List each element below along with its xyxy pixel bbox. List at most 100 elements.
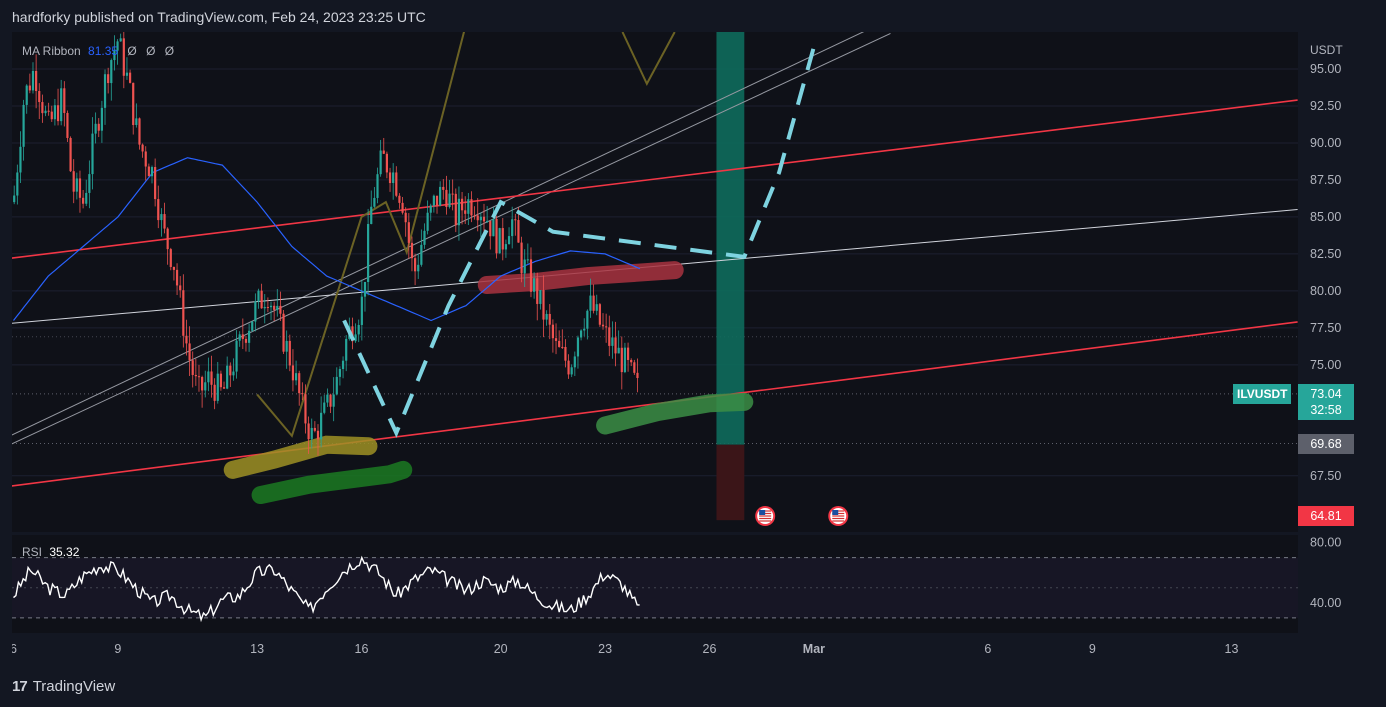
candle-body[interactable] — [88, 174, 91, 193]
candle-body[interactable] — [41, 102, 44, 114]
candle-body[interactable] — [542, 290, 545, 320]
candle-body[interactable] — [589, 295, 592, 311]
candle-body[interactable] — [545, 313, 548, 320]
candle-body[interactable] — [257, 290, 260, 302]
candle-body[interactable] — [442, 186, 445, 190]
red-channel-upper[interactable] — [9, 99, 1298, 260]
candle-body[interactable] — [489, 221, 492, 237]
candle-body[interactable] — [551, 324, 554, 339]
candle-body[interactable] — [623, 347, 627, 373]
candle-body[interactable] — [219, 373, 223, 388]
candle-body[interactable] — [116, 41, 119, 51]
candle-body[interactable] — [229, 365, 232, 376]
candle-body[interactable] — [388, 172, 392, 184]
candle-body[interactable] — [464, 210, 467, 214]
candle-body[interactable] — [204, 382, 207, 391]
candle-body[interactable] — [254, 301, 257, 322]
candle-body[interactable] — [520, 242, 523, 274]
candle-body[interactable] — [232, 371, 235, 376]
candle-body[interactable] — [82, 197, 85, 204]
candle-body[interactable] — [482, 216, 486, 222]
candle-body[interactable] — [376, 174, 379, 198]
candle-body[interactable] — [282, 313, 285, 352]
candle-body[interactable] — [595, 304, 598, 311]
candle-body[interactable] — [567, 360, 570, 375]
candle-body[interactable] — [636, 372, 639, 379]
candle-body[interactable] — [288, 340, 291, 366]
candle-body[interactable] — [188, 343, 191, 361]
candle-body[interactable] — [175, 269, 179, 286]
candle-body[interactable] — [432, 195, 435, 206]
candle-body[interactable] — [238, 334, 241, 341]
us-flag-event-icon[interactable] — [828, 506, 849, 526]
ma-ribbon-line[interactable] — [13, 157, 641, 322]
candle-body[interactable] — [241, 334, 244, 339]
candle-body[interactable] — [413, 258, 417, 272]
tradingview-footer[interactable]: 17 TradingView — [12, 678, 115, 695]
target-box-red[interactable] — [716, 444, 745, 521]
candle-body[interactable] — [279, 305, 282, 314]
candle-body[interactable] — [426, 212, 429, 231]
candle-body[interactable] — [294, 373, 298, 381]
candle-body[interactable] — [407, 222, 410, 243]
candle-body[interactable] — [417, 264, 420, 272]
highlight-red[interactable] — [477, 261, 684, 294]
candle-body[interactable] — [91, 133, 94, 175]
candle-body[interactable] — [235, 340, 238, 372]
highlight-yellow[interactable] — [223, 435, 378, 479]
candle-body[interactable] — [448, 193, 451, 207]
candle-body[interactable] — [620, 347, 623, 373]
candle-body[interactable] — [263, 306, 266, 309]
candle-body[interactable] — [185, 335, 188, 344]
candle-body[interactable] — [476, 215, 479, 221]
candle-body[interactable] — [216, 373, 219, 401]
candle-body[interactable] — [273, 305, 276, 310]
candle-body[interactable] — [69, 137, 72, 172]
candle-body[interactable] — [122, 38, 125, 76]
low-price-label[interactable]: 64.81 — [1298, 505, 1354, 526]
candle-body[interactable] — [60, 88, 63, 122]
candle-body[interactable] — [154, 167, 157, 200]
candle-body[interactable] — [423, 230, 426, 245]
candle-body[interactable] — [169, 249, 172, 267]
candle-body[interactable] — [633, 362, 636, 373]
candle-body[interactable] — [329, 394, 332, 407]
candle-body[interactable] — [128, 72, 132, 83]
candle-body[interactable] — [354, 334, 357, 342]
candle-body[interactable] — [222, 387, 226, 389]
candle-body[interactable] — [586, 310, 589, 329]
candle-body[interactable] — [611, 337, 614, 346]
candle-body[interactable] — [473, 215, 476, 217]
candle-body[interactable] — [25, 85, 28, 105]
pattern-line-olive-top[interactable] — [621, 31, 676, 86]
candle-body[interactable] — [564, 346, 567, 361]
trend-channel-line-lower[interactable] — [9, 33, 891, 446]
candle-body[interactable] — [470, 199, 473, 216]
candle-body[interactable] — [504, 244, 508, 250]
candle-body[interactable] — [561, 346, 564, 348]
candle-body[interactable] — [451, 193, 454, 195]
candle-body[interactable] — [507, 236, 511, 245]
candle-body[interactable] — [201, 377, 204, 391]
candle-body[interactable] — [316, 430, 320, 440]
candle-body[interactable] — [194, 374, 197, 377]
candle-body[interactable] — [38, 91, 41, 103]
candle-body[interactable] — [75, 178, 78, 192]
candle-body[interactable] — [150, 167, 154, 177]
candle-body[interactable] — [163, 214, 166, 229]
candle-body[interactable] — [332, 394, 335, 407]
candle-body[interactable] — [360, 296, 363, 325]
candle-body[interactable] — [226, 365, 229, 389]
candle-body[interactable] — [247, 330, 251, 343]
highlight-green-high[interactable] — [596, 392, 754, 435]
candle-body[interactable] — [301, 393, 304, 395]
candle-body[interactable] — [576, 337, 580, 357]
candle-body[interactable] — [138, 118, 141, 145]
candle-body[interactable] — [539, 290, 542, 304]
candle-body[interactable] — [558, 340, 561, 347]
candle-body[interactable] — [63, 88, 66, 113]
candle-body[interactable] — [536, 278, 539, 304]
candle-body[interactable] — [495, 218, 498, 254]
candle-body[interactable] — [454, 193, 457, 226]
candle-body[interactable] — [166, 228, 169, 250]
